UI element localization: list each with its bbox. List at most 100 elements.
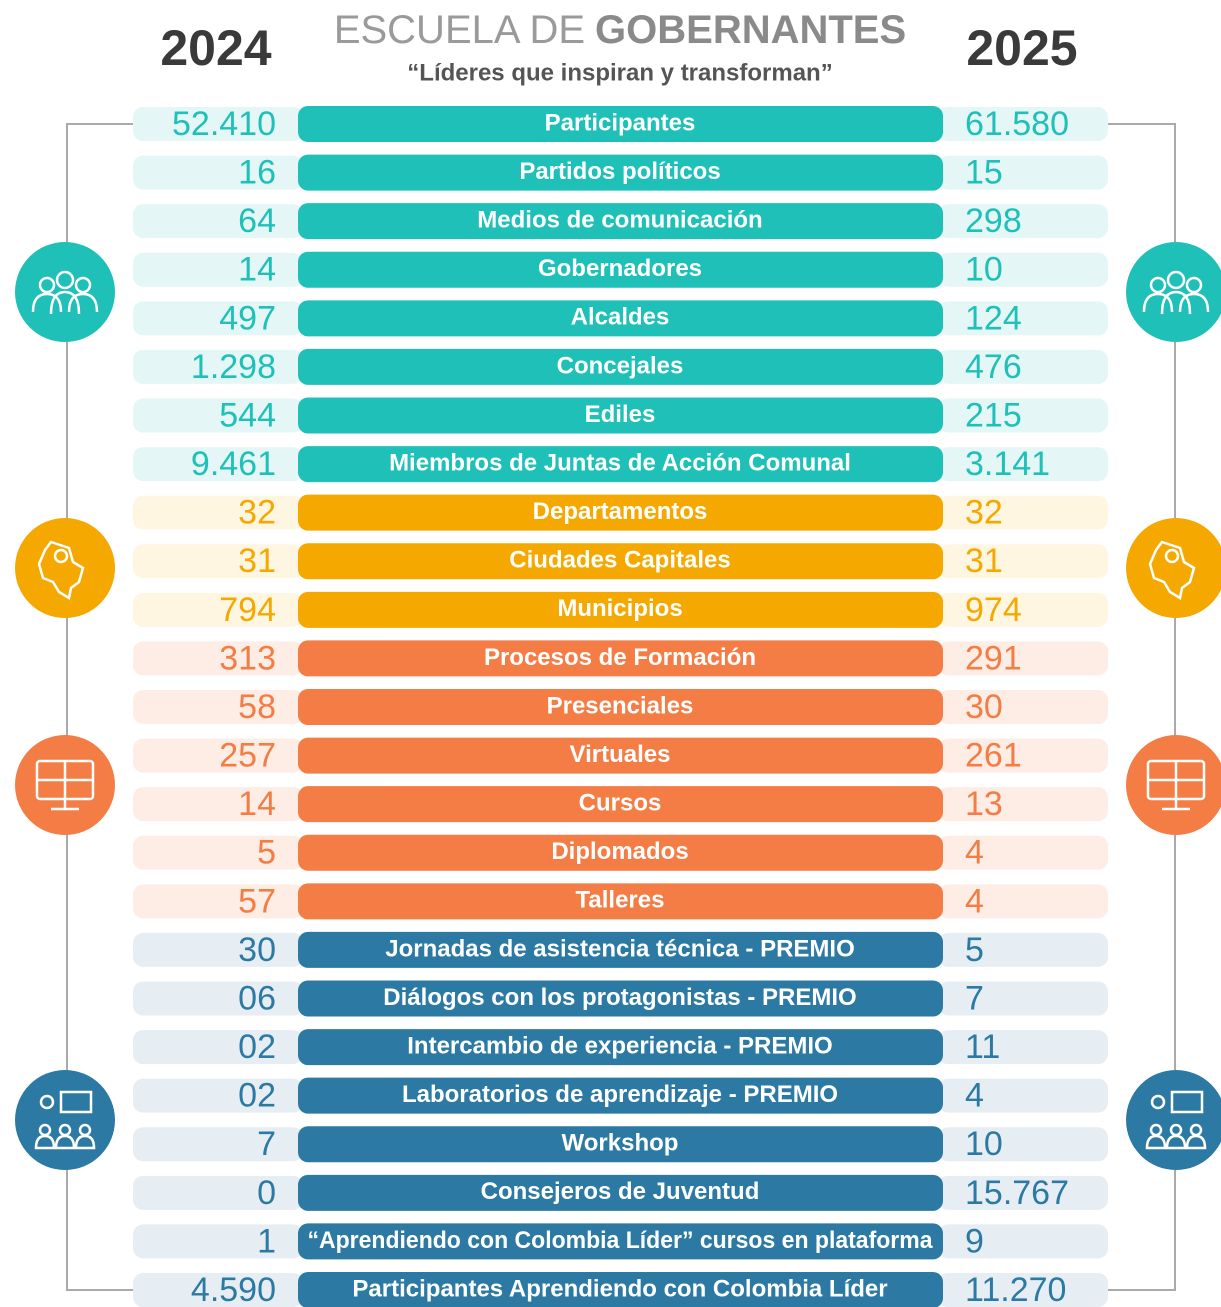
right-bg <box>938 981 1108 1016</box>
icon-part <box>31 290 99 315</box>
left-bg <box>133 835 303 870</box>
left-bg <box>133 738 303 773</box>
row-label: “Aprendiendo con Colombia Líder” cursos … <box>308 1227 934 1254</box>
value-2024: 257 <box>219 737 276 775</box>
title: ESCUELA DE GOBERNANTES <box>334 8 906 52</box>
value-2024: 0 <box>257 1174 276 1212</box>
row-label: Concejales <box>557 352 684 379</box>
label-pill <box>298 300 943 337</box>
icon-part <box>1164 548 1180 564</box>
value-2024: 02 <box>238 1028 276 1066</box>
value-2024: 58 <box>238 688 276 726</box>
row-label: Intercambio de experiencia - PREMIO <box>407 1032 832 1059</box>
icon-part <box>1150 1094 1166 1110</box>
value-2025: 974 <box>965 591 1022 629</box>
value-2025: 10 <box>965 1125 1003 1163</box>
icon-circle <box>15 518 115 618</box>
left-bg <box>133 107 303 141</box>
icon-part <box>38 276 56 294</box>
value-2025: 15 <box>965 154 1003 192</box>
value-2024: 1.298 <box>191 348 276 386</box>
value-2025: 9 <box>965 1222 984 1260</box>
title-bold: GOBERNANTES <box>595 8 906 52</box>
icon-part <box>37 761 93 811</box>
icon-part <box>1148 761 1204 811</box>
icon-part <box>1142 290 1210 315</box>
value-2025: 4 <box>965 834 984 872</box>
row-label: Miembros de Juntas de Acción Comunal <box>389 449 851 476</box>
left-bg <box>133 690 303 724</box>
value-2025: 7 <box>965 979 984 1017</box>
right-bg <box>938 835 1108 870</box>
left-bg <box>133 1030 303 1065</box>
left-bg <box>133 641 303 676</box>
left-bg <box>133 981 303 1016</box>
right-bg <box>938 592 1108 627</box>
year-right: 2025 <box>966 20 1077 76</box>
left-bg <box>133 252 303 287</box>
label-pill <box>298 154 943 191</box>
icon-part <box>37 540 85 600</box>
value-2024: 57 <box>238 882 276 920</box>
right-bg <box>938 738 1108 773</box>
right-bg <box>938 1175 1108 1210</box>
value-2024: 313 <box>219 639 276 677</box>
icon-circle <box>15 1070 115 1170</box>
right-bg <box>938 252 1108 287</box>
value-2025: 31 <box>965 542 1003 580</box>
icon-part <box>55 270 75 290</box>
right-bg <box>938 447 1108 482</box>
icon-part <box>1148 540 1196 600</box>
value-2024: 497 <box>219 299 276 337</box>
right-bg <box>938 301 1108 336</box>
value-2025: 13 <box>965 785 1003 823</box>
value-2024: 4.590 <box>191 1271 276 1307</box>
row-label: Procesos de Formación <box>484 644 756 671</box>
right-bg <box>938 107 1108 141</box>
left-bg <box>133 155 303 190</box>
icon-part <box>1145 1134 1167 1150</box>
left-bg <box>133 495 303 530</box>
value-2025: 11.270 <box>965 1271 1066 1307</box>
label-pill <box>298 1223 943 1260</box>
right-bg <box>938 787 1108 822</box>
label-pill <box>298 1174 943 1211</box>
icon-part <box>1166 270 1186 290</box>
label-pill <box>298 543 943 580</box>
row-label: Ediles <box>585 401 656 428</box>
value-2025: 30 <box>965 688 1003 726</box>
icon-part <box>1170 1090 1204 1114</box>
value-2024: 30 <box>238 931 276 969</box>
label-pill <box>298 397 943 434</box>
row-label: Talleres <box>576 887 665 914</box>
right-bg <box>938 1127 1108 1162</box>
left-bg <box>133 398 303 433</box>
label-pill <box>298 494 943 531</box>
row-label: Diálogos con los protagonistas - PREMIO <box>383 984 856 1011</box>
label-pill <box>298 931 943 968</box>
brackets <box>66 123 1176 1291</box>
value-2025: 11 <box>965 1028 1000 1066</box>
left-bg <box>133 787 303 822</box>
label-pill <box>298 834 943 871</box>
icon-part <box>1185 1134 1207 1150</box>
right-bg <box>938 398 1108 433</box>
row-label: Diplomados <box>551 838 688 865</box>
icon-part <box>34 1134 56 1150</box>
right-bg <box>938 495 1108 530</box>
row-label: Participantes <box>545 109 696 136</box>
left-bg <box>133 592 303 627</box>
left-bg <box>133 447 303 482</box>
label-pill <box>298 106 943 142</box>
icon-part <box>1165 1134 1187 1150</box>
label-pill <box>298 737 943 774</box>
value-2024: 06 <box>238 979 276 1017</box>
left-bg <box>133 301 303 336</box>
right-bg <box>938 884 1108 919</box>
left-bg <box>133 1127 303 1162</box>
label-pill <box>298 1077 943 1114</box>
value-2025: 15.767 <box>965 1174 1069 1212</box>
value-2024: 14 <box>238 785 276 823</box>
